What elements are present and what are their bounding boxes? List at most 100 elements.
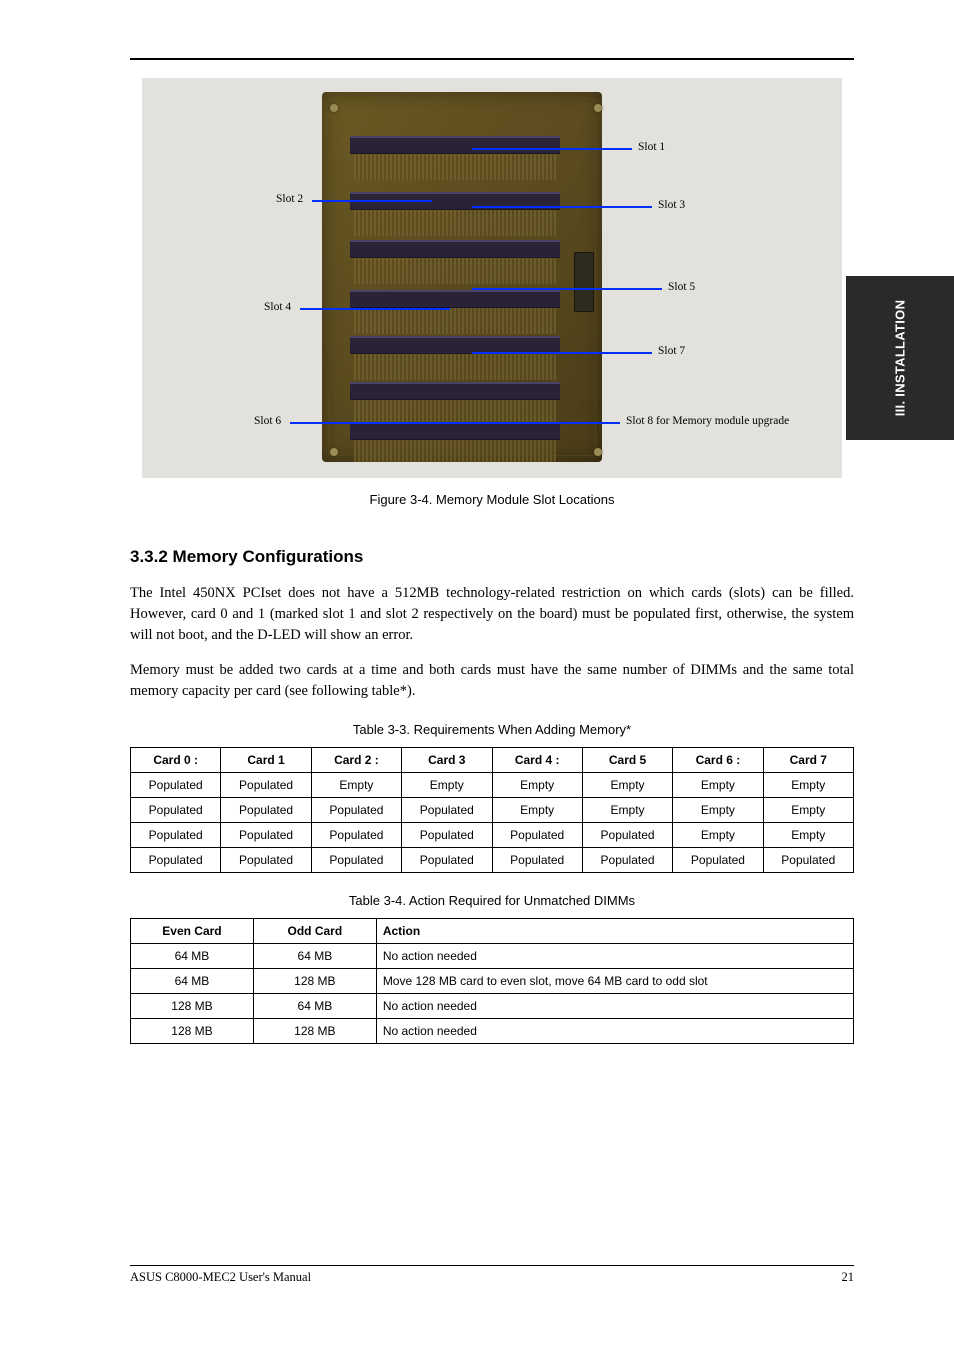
table-cell: 128 MB [253, 1019, 376, 1044]
table-cell: 64 MB [131, 969, 254, 994]
table-cell: Populated [673, 848, 763, 873]
dimm-slot [350, 136, 560, 154]
table-cell: Populated [131, 848, 221, 873]
body-paragraph: The Intel 450NX PCIset does not have a 5… [130, 583, 854, 646]
figure-label-slot5: Slot 5 [668, 281, 695, 293]
table-row: 64 MB64 MBNo action needed [131, 944, 854, 969]
section-side-tab-label: III. INSTALLATION [893, 300, 908, 417]
pcb-hole [330, 448, 338, 456]
table-cell: Populated [311, 823, 401, 848]
table-cell: Empty [763, 773, 853, 798]
table-cell: Populated [402, 823, 492, 848]
table-header-cell: Card 2 : [311, 748, 401, 773]
table-memory-requirements: Card 0 :Card 1Card 2 :Card 3Card 4 :Card… [130, 747, 854, 873]
figure-label-slot4: Slot 4 [264, 301, 291, 313]
table2-title: Table 3-4. Action Required for Unmatched… [130, 893, 854, 908]
body-paragraph: Memory must be added two cards at a time… [130, 660, 854, 702]
table-row: PopulatedPopulatedPopulatedPopulatedPopu… [131, 823, 854, 848]
table-cell: Populated [221, 773, 311, 798]
table-cell: Populated [221, 798, 311, 823]
table-cell: Empty [311, 773, 401, 798]
table-cell: 128 MB [131, 1019, 254, 1044]
leader-line [472, 288, 662, 290]
leader-line [312, 200, 432, 202]
table-cell: Populated [402, 848, 492, 873]
table-cell: Empty [492, 773, 582, 798]
table-cell: 64 MB [253, 994, 376, 1019]
table-header-cell: Card 4 : [492, 748, 582, 773]
table-cell: Populated [311, 848, 401, 873]
table-row: 64 MB128 MBMove 128 MB card to even slot… [131, 969, 854, 994]
table-row: 128 MB128 MBNo action needed [131, 1019, 854, 1044]
table-cell: Populated [311, 798, 401, 823]
figure-caption: Figure 3-4. Memory Module Slot Locations [130, 492, 854, 507]
figure-label-slot3: Slot 3 [658, 199, 685, 211]
table-header-cell: Odd Card [253, 919, 376, 944]
leader-line [472, 352, 652, 354]
table-cell: Empty [492, 798, 582, 823]
table-header-cell: Action [376, 919, 853, 944]
leader-line [472, 148, 632, 150]
dimm-slot [350, 290, 560, 308]
table-row: PopulatedPopulatedEmptyEmptyEmptyEmptyEm… [131, 773, 854, 798]
table-cell: Empty [673, 773, 763, 798]
footer-pagenum: 21 [842, 1270, 855, 1285]
table-cell: No action needed [376, 944, 853, 969]
table-row: PopulatedPopulatedPopulatedPopulatedPopu… [131, 848, 854, 873]
table-cell: Populated [221, 823, 311, 848]
table-cell: Empty [763, 823, 853, 848]
table-cell: Populated [402, 798, 492, 823]
dimm-slot [350, 240, 560, 258]
table-cell: Populated [582, 848, 672, 873]
table-header-cell: Even Card [131, 919, 254, 944]
table-cell: Populated [221, 848, 311, 873]
table-cell: Populated [131, 773, 221, 798]
table1-title: Table 3-3. Requirements When Adding Memo… [130, 722, 854, 737]
table-cell: No action needed [376, 1019, 853, 1044]
table-cell: Empty [763, 798, 853, 823]
table-cell: Empty [673, 823, 763, 848]
figure-label-slot8: Slot 8 for Memory module upgrade [626, 415, 789, 427]
table-header-cell: Card 5 [582, 748, 672, 773]
table-cell: Populated [763, 848, 853, 873]
table-cell: Populated [131, 823, 221, 848]
pcb-hole [594, 448, 602, 456]
table-header-cell: Card 1 [221, 748, 311, 773]
table-header-cell: Card 0 : [131, 748, 221, 773]
figure-label-slot6: Slot 6 [254, 415, 281, 427]
table-unmatched-dimms: Even CardOdd CardAction 64 MB64 MBNo act… [130, 918, 854, 1044]
table-row: 128 MB64 MBNo action needed [131, 994, 854, 1019]
pcb-hole [594, 104, 602, 112]
table-cell: Empty [582, 798, 672, 823]
table-cell: Empty [673, 798, 763, 823]
leader-line [290, 422, 620, 424]
page-footer: ASUS C8000-MEC2 User's Manual 21 [130, 1265, 854, 1285]
top-rule [130, 58, 854, 60]
table-header-cell: Card 3 [402, 748, 492, 773]
table-cell: Populated [582, 823, 672, 848]
footer-left: ASUS C8000-MEC2 User's Manual [130, 1270, 311, 1285]
table-cell: Move 128 MB card to even slot, move 64 M… [376, 969, 853, 994]
figure-label-slot2: Slot 2 [276, 193, 303, 205]
dimm-slot [350, 382, 560, 400]
table-cell: Populated [492, 848, 582, 873]
leader-line [472, 206, 652, 208]
table-cell: 64 MB [131, 944, 254, 969]
section-side-tab: III. INSTALLATION [846, 276, 954, 440]
table-cell: Populated [492, 823, 582, 848]
dimm-slot [350, 422, 560, 440]
table-cell: 128 MB [253, 969, 376, 994]
pcb-hole [330, 104, 338, 112]
table-cell: 128 MB [131, 994, 254, 1019]
table-cell: Populated [131, 798, 221, 823]
table-header-cell: Card 6 : [673, 748, 763, 773]
table-header-cell: Card 7 [763, 748, 853, 773]
table-row: PopulatedPopulatedPopulatedPopulatedEmpt… [131, 798, 854, 823]
table-cell: Empty [402, 773, 492, 798]
leader-line [300, 308, 450, 310]
figure-label-slot1: Slot 1 [638, 141, 665, 153]
figure-label-slot7: Slot 7 [658, 345, 685, 357]
ic-chip [574, 252, 594, 312]
table-cell: Empty [582, 773, 672, 798]
figure-panel: Slot 1 Slot 3 Slot 5 Slot 7 Slot 2 Slot … [142, 78, 842, 478]
